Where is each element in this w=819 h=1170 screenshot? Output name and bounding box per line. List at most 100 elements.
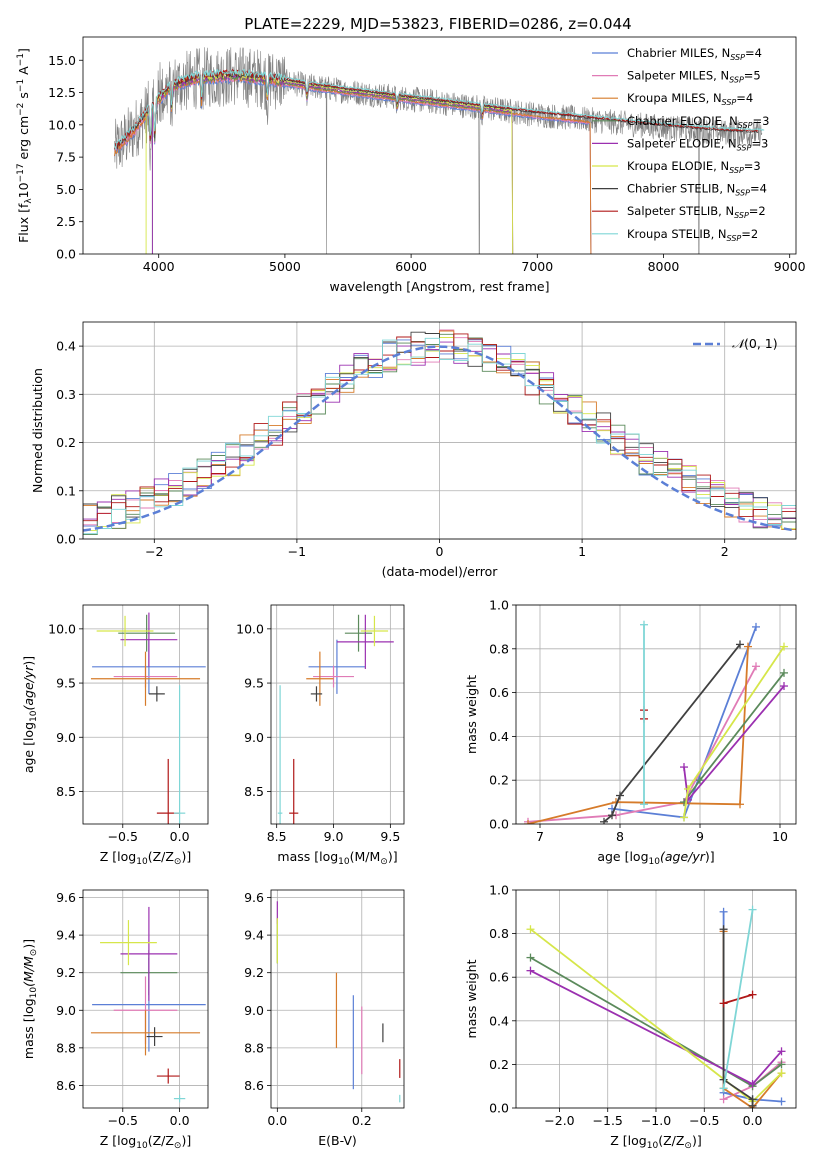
error-cross-salpeter_elodie bbox=[120, 612, 178, 667]
error-cross-kroupa_stelib bbox=[173, 1094, 186, 1103]
error-cross-kroupa_miles bbox=[90, 1010, 201, 1056]
model-spectrum-kroupa_stelib bbox=[114, 68, 765, 150]
weight-marker-chabrier_elodie bbox=[780, 668, 788, 677]
x-tick-label: 0.0 bbox=[170, 1113, 190, 1128]
histogram-kroupa_stelib bbox=[83, 337, 796, 539]
plot-area bbox=[524, 620, 788, 824]
y-tick-label: 12.5 bbox=[48, 85, 76, 100]
weight-marker-salpeter_miles bbox=[719, 1095, 728, 1104]
y-tick-label: 0.2 bbox=[489, 1057, 509, 1072]
y-tick-label: 0.0 bbox=[56, 247, 76, 262]
y-tick-label: 9.6 bbox=[244, 890, 264, 905]
legend-entry-salpeter_miles: Salpeter MILES, NSSP=5 bbox=[627, 69, 761, 85]
y-axis-label: Flux [fλ10−17 erg cm−2 s−1 A−1] bbox=[16, 48, 34, 243]
weight-marker-kroupa_elodie bbox=[777, 1069, 786, 1078]
y-tick-label: 1.0 bbox=[489, 598, 509, 613]
weight-marker-chabrier_stelib bbox=[736, 640, 744, 649]
x-tick-label: 9.5 bbox=[380, 829, 400, 844]
error-cross-kroupa_elodie bbox=[96, 615, 154, 647]
x-tick-label: 5000 bbox=[269, 259, 301, 274]
x-tick-label: 8000 bbox=[648, 259, 680, 274]
y-tick-label: 7.5 bbox=[56, 150, 76, 165]
x-axis-label: wavelength [Angstrom, rest frame] bbox=[329, 279, 549, 294]
chart-weight_vs_Z: −2.0 −1.5 −1.0 −0.5 0.0 0.0 0.2 0.4 0.6 0.8 1.0 Z [… bbox=[464, 883, 797, 1151]
y-tick-label: 0.6 bbox=[489, 685, 509, 700]
chart-weight_vs_age: 7 8 9 10 0.0 0.2 0.4 0.6 0.8 1.0 mass weight age [l… bbox=[464, 598, 797, 867]
error-cross-kroupa_elodie bbox=[360, 615, 389, 647]
error-cross-salpeter_stelib bbox=[156, 1068, 180, 1084]
model-spectrum-chabrier_miles bbox=[114, 76, 592, 254]
x-axis-label: E(B-V) bbox=[318, 1133, 357, 1148]
y-tick-label: 0.3 bbox=[56, 387, 76, 402]
legend-entry-kroupa_elodie: Kroupa ELODIE, NSSP=3 bbox=[627, 159, 761, 175]
error-cross-chabrier_stelib bbox=[148, 686, 165, 702]
y-tick-label: 10.0 bbox=[48, 621, 76, 636]
weight-line-kroupa_stelib bbox=[722, 909, 754, 1089]
weight-marker-chabrier_miles bbox=[752, 622, 760, 631]
model-spectrum-kroupa_elodie bbox=[145, 70, 514, 254]
x-tick-label: 1 bbox=[578, 544, 586, 559]
normal-curve bbox=[83, 345, 794, 532]
weight-marker-kroupa_elodie bbox=[684, 784, 692, 793]
legend-entry-chabrier_elodie: Chabrier ELODIE, NSSP=3 bbox=[627, 114, 769, 130]
x-tick-label: 9 bbox=[696, 829, 704, 844]
y-tick-label: 0.1 bbox=[56, 483, 76, 498]
y-tick-label: 0.2 bbox=[489, 773, 509, 788]
model-spectrum-salpeter_miles bbox=[114, 75, 592, 254]
axes-frame bbox=[515, 604, 797, 825]
x-tick-label: −0.5 bbox=[689, 1113, 719, 1128]
axes-frame bbox=[82, 604, 209, 825]
legend-entry-kroupa_stelib: Kroupa STELIB, NSSP=2 bbox=[627, 227, 758, 243]
y-tick-label: 8.5 bbox=[56, 784, 76, 799]
model-spectrum-salpeter_stelib bbox=[114, 68, 759, 150]
weight-marker-kroupa_stelib bbox=[748, 905, 757, 914]
x-tick-label: 0.0 bbox=[267, 1113, 287, 1128]
plot-area bbox=[90, 612, 206, 824]
axes-frame bbox=[270, 889, 405, 1109]
y-tick-label: 9.0 bbox=[56, 730, 76, 745]
weight-line-chabrier_stelib bbox=[603, 643, 741, 823]
weight-marker-kroupa_stelib bbox=[719, 1084, 728, 1093]
chart-residuals: −2 −1 0 1 2 0.0 0.1 0.2 0.3 0.4 (data-model)/error… bbox=[30, 321, 797, 579]
weight-line-kroupa_elodie bbox=[683, 646, 785, 818]
chart-mass_vs_Z: −0.5 0.0 8.6 8.8 9.0 9.2 9.4 9.6 Z [log10(Z/Z⊙)]… bbox=[21, 889, 209, 1151]
model-spectrum-kroupa_miles bbox=[114, 73, 592, 254]
weight-marker-salpeter_elodie bbox=[780, 682, 788, 691]
legend-entry-salpeter_elodie: Salpeter ELODIE, NSSP=3 bbox=[627, 136, 768, 152]
y-tick-label: 8.6 bbox=[56, 1078, 76, 1093]
chart-age_vs_mass: 8.5 9.0 9.5 8.5 9.0 9.5 10.0 mass [log10(M/M⊙)] bbox=[236, 604, 405, 867]
x-tick-label: 6000 bbox=[395, 259, 427, 274]
axes-frame bbox=[270, 604, 405, 825]
plot-area bbox=[90, 906, 206, 1103]
weight-marker-chabrier_stelib bbox=[600, 817, 608, 824]
y-tick-label: 0.0 bbox=[489, 1101, 509, 1116]
x-axis-label: age [log10(age/yr)] bbox=[597, 849, 714, 867]
plot-area bbox=[114, 47, 765, 254]
y-tick-label: 0.0 bbox=[56, 532, 76, 547]
y-tick-label: 9.2 bbox=[244, 965, 264, 980]
y-tick-label: 1.0 bbox=[489, 883, 509, 898]
y-tick-label: 8.6 bbox=[244, 1078, 264, 1093]
x-tick-label: 0.0 bbox=[170, 829, 190, 844]
x-tick-label: −1.0 bbox=[641, 1113, 671, 1128]
weight-marker-chabrier_stelib bbox=[608, 811, 616, 820]
x-tick-label: −0.5 bbox=[108, 829, 138, 844]
legend-entry-chabrier_miles: Chabrier MILES, NSSP=4 bbox=[627, 46, 762, 62]
weight-marker-kroupa_miles bbox=[736, 800, 744, 809]
x-tick-label: 4000 bbox=[143, 259, 175, 274]
x-tick-label: −0.5 bbox=[108, 1113, 138, 1128]
error-cross-kroupa_miles bbox=[306, 651, 334, 706]
y-tick-label: 8.5 bbox=[244, 784, 264, 799]
plot-area bbox=[83, 329, 796, 539]
chart-mass_vs_ebv: 0.0 0.2 8.6 8.8 9.0 9.2 9.4 9.6 E(B-V) bbox=[244, 889, 405, 1148]
y-tick-label: 0.4 bbox=[489, 1013, 509, 1028]
chart-age_vs_Z: −0.5 0.0 8.5 9.0 9.5 10.0 Z [log10(Z/Z⊙)] age [… bbox=[21, 604, 209, 867]
y-tick-label: 9.4 bbox=[56, 928, 76, 943]
weight-marker-chabrier_stelib bbox=[748, 1101, 757, 1108]
y-tick-label: 9.0 bbox=[56, 1003, 76, 1018]
x-tick-label: 9.0 bbox=[324, 829, 344, 844]
y-axis-label: age [log10(age/yr)] bbox=[21, 656, 39, 773]
x-tick-label: 0.2 bbox=[352, 1113, 372, 1128]
x-tick-label: −1 bbox=[288, 544, 306, 559]
x-axis-label: (data-model)/error bbox=[382, 564, 499, 579]
